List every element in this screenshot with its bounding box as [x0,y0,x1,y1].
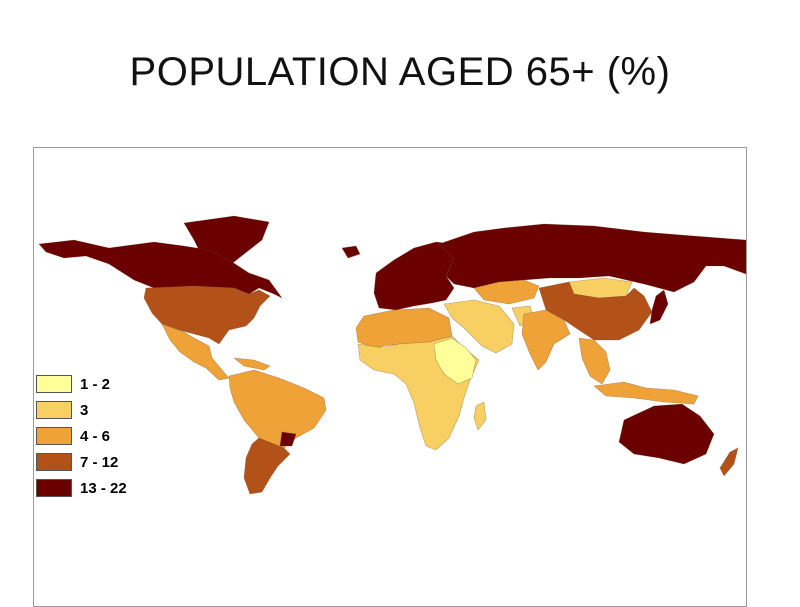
slide-title: POPULATION AGED 65+ (%) [129,50,671,94]
legend-swatch [36,453,72,471]
region-caribbean [233,357,271,371]
map-legend: 1 - 2 3 4 - 6 7 - 12 13 - 22 [36,371,127,501]
legend-item: 13 - 22 [36,475,127,501]
region-europe [373,241,455,311]
region-iceland [341,245,361,259]
legend-swatch [36,427,72,445]
region-central-asia [473,279,540,305]
region-mexico-central-america [161,323,230,381]
region-canada [38,239,283,299]
region-south-america [228,369,327,449]
region-new-zealand [719,447,739,477]
region-united-states [143,285,271,345]
legend-swatch [36,375,72,393]
region-australia [618,403,715,465]
region-madagascar [473,401,487,431]
region-southeast-asia [578,337,611,385]
region-middle-east [443,299,515,354]
legend-label: 1 - 2 [80,375,111,393]
region-uruguay [279,431,297,447]
legend-item: 1 - 2 [36,371,127,397]
legend-label: 4 - 6 [80,427,111,445]
legend-label: 3 [80,401,89,419]
region-russia [438,223,746,293]
world-map: 1 - 2 3 4 - 6 7 - 12 13 - 22 [33,147,747,607]
legend-label: 7 - 12 [80,453,119,471]
choropleth-map [38,215,746,495]
region-indonesia [593,381,699,405]
legend-swatch [36,479,72,497]
region-argentina [243,437,291,495]
region-japan [649,289,669,325]
legend-swatch [36,401,72,419]
region-india [521,309,571,371]
legend-item: 4 - 6 [36,423,127,449]
legend-label: 13 - 22 [80,479,127,497]
legend-item: 3 [36,397,127,423]
legend-item: 7 - 12 [36,449,127,475]
region-sudan-ethiopia [433,337,477,385]
